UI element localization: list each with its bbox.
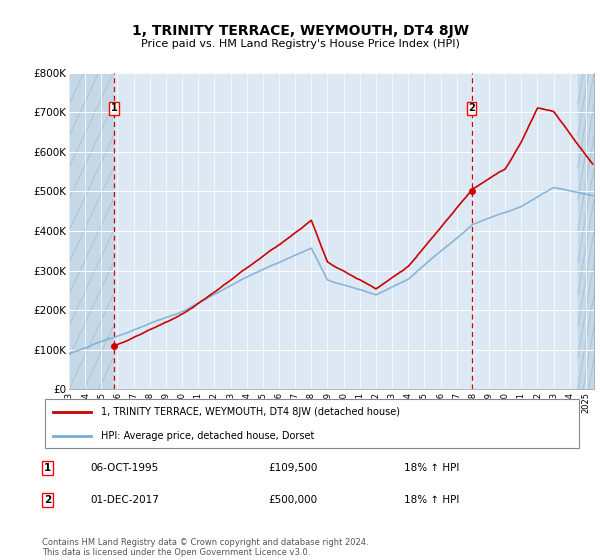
Text: £500,000: £500,000	[269, 495, 318, 505]
Text: 18% ↑ HPI: 18% ↑ HPI	[404, 463, 459, 473]
Text: HPI: Average price, detached house, Dorset: HPI: Average price, detached house, Dors…	[101, 431, 315, 441]
Text: £109,500: £109,500	[269, 463, 318, 473]
FancyBboxPatch shape	[45, 399, 580, 448]
Text: 1, TRINITY TERRACE, WEYMOUTH, DT4 8JW (detached house): 1, TRINITY TERRACE, WEYMOUTH, DT4 8JW (d…	[101, 407, 400, 417]
Text: 18% ↑ HPI: 18% ↑ HPI	[404, 495, 459, 505]
Text: 1: 1	[44, 463, 51, 473]
Text: 1, TRINITY TERRACE, WEYMOUTH, DT4 8JW: 1, TRINITY TERRACE, WEYMOUTH, DT4 8JW	[131, 24, 469, 38]
Text: Price paid vs. HM Land Registry's House Price Index (HPI): Price paid vs. HM Land Registry's House …	[140, 39, 460, 49]
Text: Contains HM Land Registry data © Crown copyright and database right 2024.
This d: Contains HM Land Registry data © Crown c…	[42, 538, 368, 557]
Text: 01-DEC-2017: 01-DEC-2017	[91, 495, 160, 505]
Text: 1: 1	[111, 104, 118, 113]
Text: 2: 2	[468, 104, 475, 113]
Text: 06-OCT-1995: 06-OCT-1995	[91, 463, 159, 473]
Text: 2: 2	[44, 495, 51, 505]
